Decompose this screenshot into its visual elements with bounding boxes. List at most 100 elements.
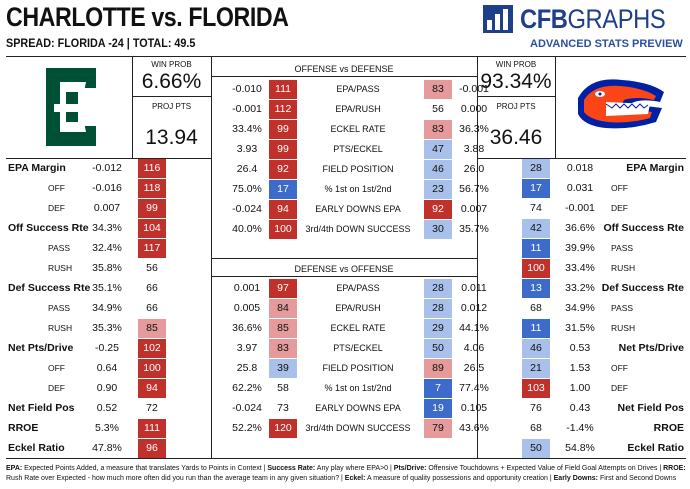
charlotte-proj-label: PROJ PTS (151, 102, 192, 111)
florida-logo (570, 68, 670, 140)
rank-badge: 17 (522, 179, 550, 198)
right-rank-badge: 83 (424, 80, 452, 99)
left-rank-badge: 39 (269, 359, 297, 378)
metric-label: ECKEL RATE (330, 124, 386, 134)
preview-subtitle: ADVANCED STATS PREVIEW (530, 38, 683, 50)
sub-stat-label: OFF (611, 363, 628, 373)
rank-badge: 42 (522, 219, 550, 238)
glossary-definition: Expected Points Added, a measure that tr… (22, 465, 268, 472)
right-value: 0.012 (460, 302, 488, 314)
left-rank-badge: 58 (277, 382, 289, 394)
charlotte-win-prob: 6.66% (141, 70, 202, 93)
florida-win-prob-label: WIN PROB (495, 60, 537, 69)
rank-badge: 104 (138, 219, 166, 238)
sub-stat-label: DEF (611, 203, 628, 213)
stat-label: Def Success Rte (601, 282, 684, 294)
left-rank-badge: 112 (269, 100, 297, 119)
divider (132, 96, 211, 97)
left-value: -0.001 (232, 103, 262, 115)
rank-badge: 117 (138, 239, 166, 258)
glossary-footer: EPA: Expected Points Added, a measure th… (6, 464, 686, 484)
right-rank-badge: 89 (424, 359, 452, 378)
florida-win-prob: 93.34% (480, 70, 552, 93)
brand-light: GRAPHS (567, 4, 666, 34)
stat-label: Off Success Rte (8, 222, 89, 234)
rank-badge: 103 (522, 379, 550, 398)
stat-value: -0.25 (95, 342, 119, 354)
metric-label: EPA/PASS (336, 283, 380, 293)
stat-value: 0.52 (96, 402, 118, 414)
right-rank-badge: 83 (424, 120, 452, 139)
left-rank-badge: 92 (269, 160, 297, 179)
right-value: 0.007 (460, 203, 488, 215)
rank-badge: 11 (522, 239, 550, 258)
stat-value: 1.00 (569, 382, 591, 394)
rank-badge: 68 (530, 422, 542, 434)
right-rank-badge: 46 (424, 160, 452, 179)
stat-value: -0.016 (92, 182, 122, 194)
right-value: 77.4% (459, 382, 489, 394)
stat-label: RROE (8, 422, 39, 434)
rank-badge: 76 (530, 402, 542, 414)
right-rank-badge: 30 (424, 220, 452, 239)
metric-label: EPA/PASS (336, 84, 380, 94)
right-value: 44.1% (459, 322, 489, 334)
left-rank-badge: 94 (269, 200, 297, 219)
left-value: -0.010 (232, 83, 262, 95)
stat-value: 33.4% (565, 262, 595, 274)
metric-label: 3rd/4th DOWN SUCCESS (305, 423, 411, 433)
stat-value: 33.2% (565, 282, 595, 294)
stat-value: 36.6% (565, 222, 595, 234)
metric-label: EARLY DOWNS EPA (315, 204, 401, 214)
stat-value: 35.1% (92, 282, 122, 294)
right-rank-badge: 29 (424, 319, 452, 338)
stat-label: EPA Margin (626, 162, 684, 174)
charlotte-win-prob-label: WIN PROB (151, 60, 192, 69)
brand-bold: CFB (520, 4, 568, 34)
stat-label: Eckel Ratio (627, 442, 684, 454)
rank-badge: 111 (138, 419, 166, 438)
left-value: -0.024 (232, 402, 262, 414)
sub-stat-label: OFF (48, 183, 65, 193)
right-value: 43.6% (459, 422, 489, 434)
sub-stat-label: RUSH (48, 323, 73, 333)
divider (211, 276, 477, 277)
left-value: 52.2% (232, 422, 262, 434)
stat-value: 1.53 (569, 362, 591, 374)
rank-badge: 46 (522, 339, 550, 358)
stat-value: 54.8% (565, 442, 595, 454)
stat-value: 34.3% (92, 222, 122, 234)
sub-stat-label: PASS (48, 303, 71, 313)
glossary-term: Eckel: (344, 475, 366, 482)
metric-label: % 1st on 1st/2nd (324, 184, 392, 194)
rank-badge: 118 (138, 179, 166, 198)
right-rank-badge: 92 (424, 200, 452, 219)
stat-label: Net Field Pos (617, 402, 684, 414)
divider (211, 76, 477, 77)
rank-badge: 50 (522, 439, 550, 458)
page-title: CHARLOTTE vs. FLORIDA (6, 2, 289, 32)
left-rank-badge: 83 (269, 339, 297, 358)
glossary-term: RROE: (663, 465, 686, 472)
left-value: -0.024 (232, 203, 262, 215)
stat-value: 31.5% (565, 322, 595, 334)
left-value: 0.001 (233, 282, 261, 294)
glossary-definition: A measure of quality possessions and opp… (365, 475, 554, 482)
stat-label: Off Success Rte (603, 222, 684, 234)
left-value: 33.4% (232, 123, 262, 135)
stat-value: 0.90 (96, 382, 118, 394)
right-value: 26.5 (463, 362, 485, 374)
sub-stat-label: RUSH (611, 323, 636, 333)
stat-value: 0.031 (566, 182, 594, 194)
rank-badge: 102 (138, 339, 166, 358)
rank-badge: 96 (138, 439, 166, 458)
glossary-definition: First and Second Downs (598, 475, 677, 482)
header-rule (6, 56, 686, 57)
sub-stat-label: PASS (611, 303, 634, 313)
right-rank-badge: 23 (424, 180, 452, 199)
left-value: 3.93 (236, 143, 258, 155)
right-rank-badge: 56 (432, 103, 444, 115)
divider (132, 56, 133, 158)
left-rank-badge: 85 (269, 319, 297, 338)
left-value: 40.0% (232, 223, 262, 235)
